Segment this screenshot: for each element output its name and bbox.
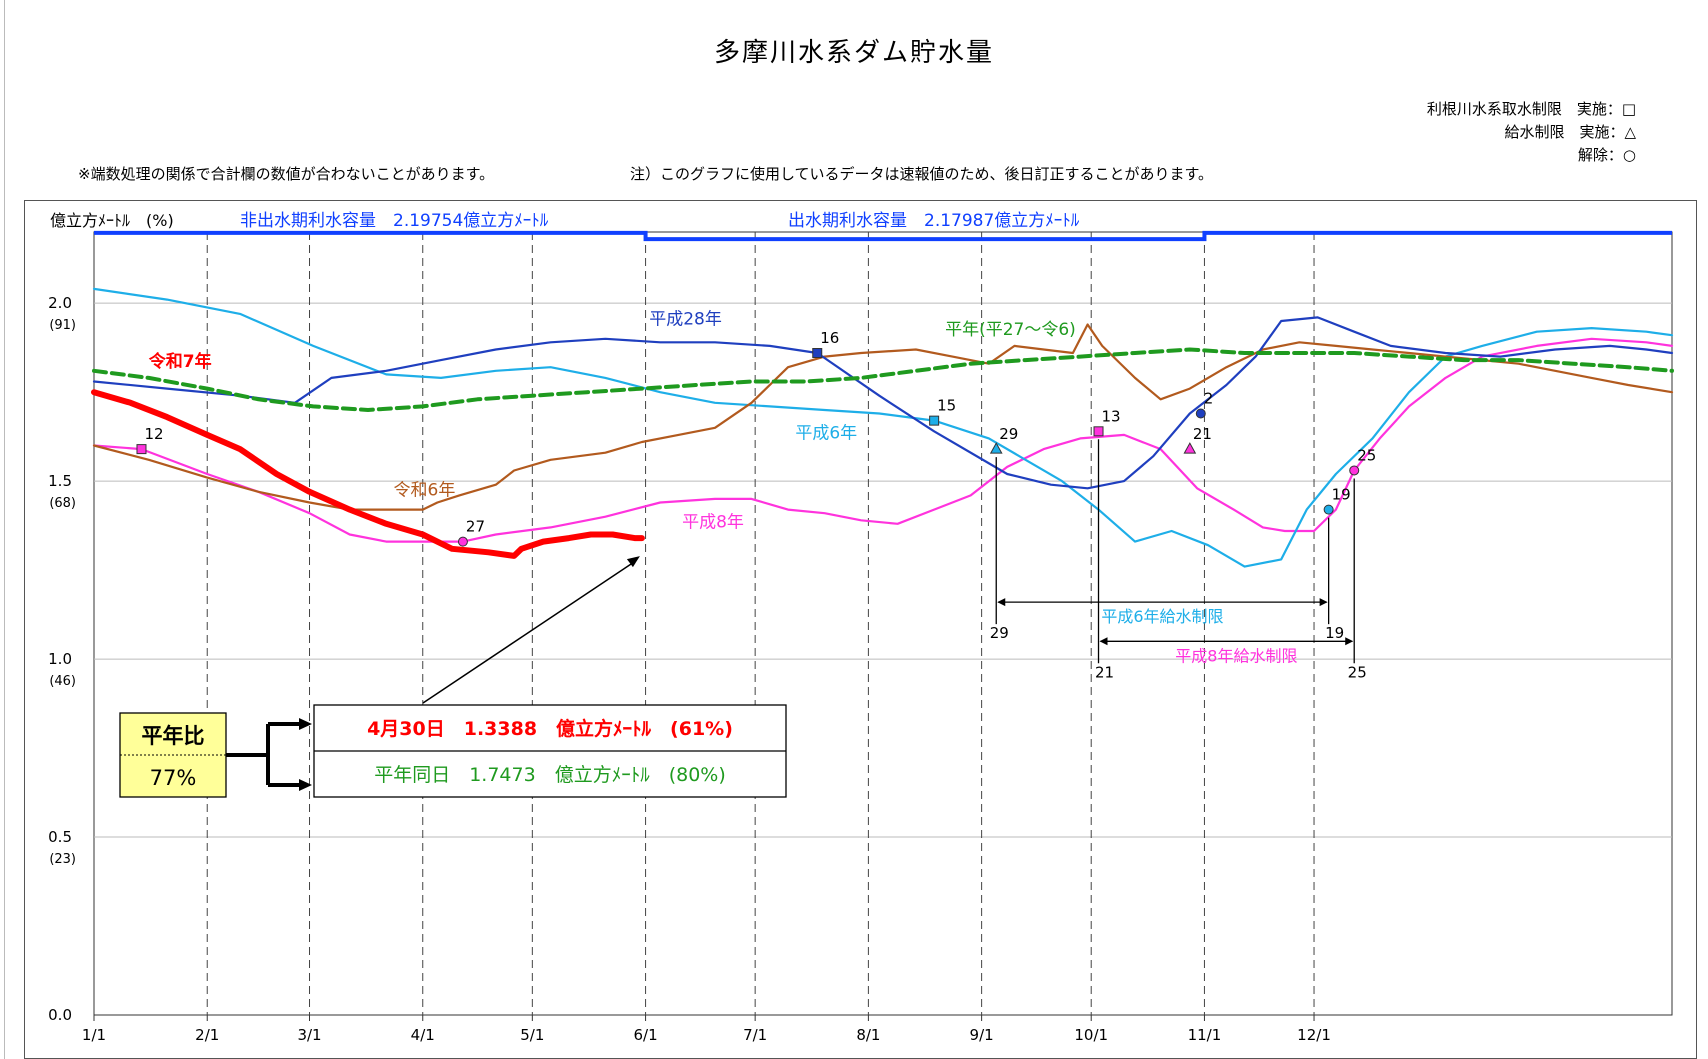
capacity-label-flood: 出水期利水容量 2.17987億立方ﾒｰﾄﾙ <box>788 211 1080 231</box>
x-tick-label: 2/1 <box>195 1026 219 1044</box>
note-rounding: ※端数処理の関係で合計欄の数値が合わないことがあります。 <box>78 165 495 183</box>
marker-circle <box>1349 465 1360 476</box>
series-line-h28 <box>92 316 1674 490</box>
marker-square <box>136 444 147 455</box>
y-tick-label: 1.0 <box>48 650 72 668</box>
legend-intake-restriction: 利根川水系取水制限 実施：□ <box>1426 100 1636 118</box>
y-tick-label: 2.0 <box>48 294 72 312</box>
marker-label: 25 <box>1357 446 1376 464</box>
y-tick-percent: (23) <box>49 852 76 867</box>
callout-arrow-head <box>626 556 640 568</box>
marker-circle <box>1195 408 1206 419</box>
restriction-end-label: 25 <box>1348 663 1367 681</box>
bracket-arrow-bottom <box>299 779 312 791</box>
marker-label: 12 <box>144 425 163 443</box>
marker-label: 2 <box>1204 390 1214 408</box>
restriction-end-label: 19 <box>1325 624 1344 642</box>
series-label-reiwa6: 令和6年 <box>394 480 456 500</box>
series-line-reiwa6 <box>92 323 1674 511</box>
marker-circle <box>1323 504 1334 515</box>
restriction-arrow-left <box>1099 637 1108 646</box>
chart-title: 多摩川水系ダム貯水量 <box>713 38 994 68</box>
x-tick-label: 5/1 <box>520 1026 544 1044</box>
x-tick-label: 9/1 <box>970 1026 994 1044</box>
summary-normal: 平年同日 1.7473 億立方ﾒｰﾄﾙ (80%) <box>374 764 726 786</box>
restriction-start-label: 29 <box>990 624 1009 642</box>
marker-triangle <box>989 442 1003 454</box>
marker-label: 16 <box>820 329 839 347</box>
y-tick-percent: (68) <box>49 496 76 511</box>
restriction-label: 平成6年給水制限 <box>1101 607 1223 626</box>
ratio-value: 77% <box>150 766 197 790</box>
marker-label: 13 <box>1102 407 1121 425</box>
marker-square <box>812 348 823 359</box>
ratio-bracket <box>226 722 300 787</box>
series-line-h6 <box>92 287 1674 568</box>
marker-circle <box>457 536 468 547</box>
note-preliminary: 注）このグラフに使用しているデータは速報値のため、後日訂正することがあります。 <box>630 165 1214 183</box>
marker-label: 21 <box>1193 425 1212 443</box>
y-tick-label: 1.5 <box>48 472 72 490</box>
x-tick-label: 10/1 <box>1074 1026 1108 1044</box>
x-tick-label: 1/1 <box>82 1026 106 1044</box>
restriction-arrow-left <box>997 598 1006 607</box>
plot-area <box>93 231 1673 1016</box>
x-tick-label: 3/1 <box>297 1026 321 1044</box>
restriction-label: 平成8年給水制限 <box>1175 646 1297 665</box>
capacity-label-non-flood: 非出水期利水容量 2.19754億立方ﾒｰﾄﾙ <box>240 211 549 231</box>
y-tick-label: 0.5 <box>48 828 72 846</box>
x-tick-label: 11/1 <box>1188 1026 1222 1044</box>
marker-label: 15 <box>937 397 956 415</box>
restriction-arrow-right <box>1345 637 1354 646</box>
series-line-h8 <box>92 337 1674 543</box>
x-tick-label: 8/1 <box>856 1026 880 1044</box>
x-tick-label: 7/1 <box>743 1026 767 1044</box>
y-tick-label: 0.0 <box>48 1006 72 1024</box>
y-tick-percent: (46) <box>49 674 76 689</box>
series-label-reiwa7: 令和7年 <box>149 351 212 372</box>
callout-arrow-line <box>422 561 635 704</box>
series-line-reiwa7 <box>91 389 645 559</box>
left-edge-rule <box>4 0 5 1059</box>
marker-triangle <box>1183 442 1197 454</box>
marker-square <box>929 415 940 426</box>
series-label-normal: 平年(平27～令6) <box>945 320 1076 340</box>
series-label-h6: 平成6年 <box>795 423 857 443</box>
marker-label: 19 <box>1332 486 1351 504</box>
y-tick-percent: (91) <box>49 318 76 333</box>
bracket-arrow-top <box>299 718 312 730</box>
x-tick-label: 12/1 <box>1297 1026 1331 1044</box>
restriction-start-label: 21 <box>1095 663 1114 681</box>
x-tick-label: 6/1 <box>633 1026 657 1044</box>
ratio-label: 平年比 <box>142 724 205 748</box>
legend-lifted: 解除：○ <box>1577 146 1636 164</box>
restriction-arrow-right <box>1319 598 1328 607</box>
marker-label: 29 <box>999 425 1018 443</box>
series-label-h8: 平成8年 <box>682 512 744 532</box>
marker-label: 27 <box>466 518 485 536</box>
y-axis-label: 億立方ﾒｰﾄﾙ (%) <box>50 211 174 230</box>
capacity-line <box>94 230 1672 242</box>
summary-current: 4月30日 1.3388 億立方ﾒｰﾄﾙ (61%) <box>367 717 733 740</box>
marker-square <box>1093 426 1104 437</box>
series-label-h28: 平成28年 <box>649 310 722 330</box>
series-line-normal <box>92 347 1674 412</box>
x-tick-label: 4/1 <box>411 1026 435 1044</box>
legend-supply-restriction: 給水制限 実施：△ <box>1504 123 1636 141</box>
